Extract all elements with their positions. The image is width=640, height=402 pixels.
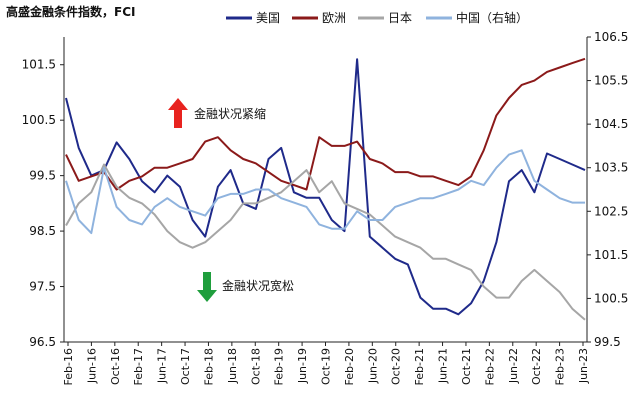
y-right-tick-label: 100.5: [594, 291, 628, 305]
annotation-loose-label: 金融状况宽松: [222, 278, 294, 293]
series-line-cn: [65, 149, 585, 235]
legend: 美国 欧洲 日本 中国（右轴）: [226, 10, 528, 25]
up-arrow-icon: [168, 98, 188, 128]
x-tick-label: Jun-16: [85, 348, 98, 384]
annotation-tight-label: 金融状况紧缩: [194, 106, 266, 121]
legend-label-us: 美国: [256, 11, 280, 25]
series-line-us: [65, 58, 586, 316]
y-right-tick-label: 106.5: [594, 30, 628, 44]
y-left-tick-label: 100.5: [22, 113, 56, 127]
y-left-tick-label: 96.5: [29, 335, 56, 349]
x-tick-label: Oct-21: [460, 348, 473, 385]
x-tick-label: Feb-22: [483, 348, 496, 385]
chart-title: 高盛金融条件指数，FCI: [6, 4, 135, 19]
x-tick-label: Jun-18: [226, 348, 239, 384]
x-tick-label: Jun-19: [296, 348, 309, 384]
y-right-tick-label: 102.5: [594, 204, 628, 218]
x-tick-label: Oct-22: [530, 348, 543, 385]
legend-label-eu: 欧洲: [322, 11, 346, 25]
x-tick-label: Oct-18: [249, 348, 262, 385]
legend-label-jp: 日本: [388, 11, 412, 25]
annotation-loose: 金融状况宽松: [197, 272, 294, 302]
x-tick-label: Feb-23: [554, 348, 567, 385]
legend-item-us: 美国: [226, 11, 280, 25]
y-right-tick-label: 104.5: [594, 117, 628, 131]
y-left-tick-label: 99.5: [29, 169, 56, 183]
x-tick-label: Feb-21: [413, 348, 426, 385]
y-left-tick-label: 98.5: [29, 224, 56, 238]
x-tick-label: Feb-18: [202, 348, 215, 385]
x-tick-label: Oct-20: [390, 348, 403, 385]
series-line-eu: [65, 57, 586, 191]
legend-item-eu: 欧洲: [292, 11, 346, 25]
x-tick-label: Feb-17: [132, 348, 145, 385]
x-tick-label: Jun-21: [437, 348, 450, 384]
y-right-tick-label: 105.5: [594, 74, 628, 88]
x-tick-label: Jun-17: [156, 348, 169, 384]
y-right-tick-label: 99.5: [594, 335, 621, 349]
legend-item-cn: 中国（右轴）: [426, 10, 528, 25]
x-tick-label: Jun-20: [366, 348, 379, 384]
series-line-jp: [65, 163, 586, 321]
x-tick-label: Jun-23: [577, 348, 590, 384]
legend-label-cn: 中国（右轴）: [456, 10, 528, 25]
x-tick-label: Feb-20: [343, 348, 356, 385]
y-left-tick-label: 101.5: [22, 58, 56, 72]
x-tick-label: Oct-16: [109, 348, 122, 385]
y-right-tick-label: 103.5: [594, 161, 628, 175]
down-arrow-icon: [197, 272, 217, 302]
x-tick-label: Oct-17: [179, 348, 192, 385]
x-tick-label: Feb-16: [62, 348, 75, 385]
series-lines: [65, 57, 586, 321]
y-right-tick-label: 101.5: [594, 248, 628, 262]
y-left-tick-label: 97.5: [29, 280, 56, 294]
legend-item-jp: 日本: [358, 11, 412, 25]
axes: 96.5 97.5 98.5 99.5 100.5 101.5 99.5 100.5 101.5…: [22, 30, 629, 385]
x-tick-label: Jun-22: [507, 348, 520, 384]
x-tick-label: Feb-19: [273, 348, 286, 385]
annotation-tight: 金融状况紧缩: [168, 98, 266, 128]
x-tick-label: Oct-19: [320, 348, 333, 385]
